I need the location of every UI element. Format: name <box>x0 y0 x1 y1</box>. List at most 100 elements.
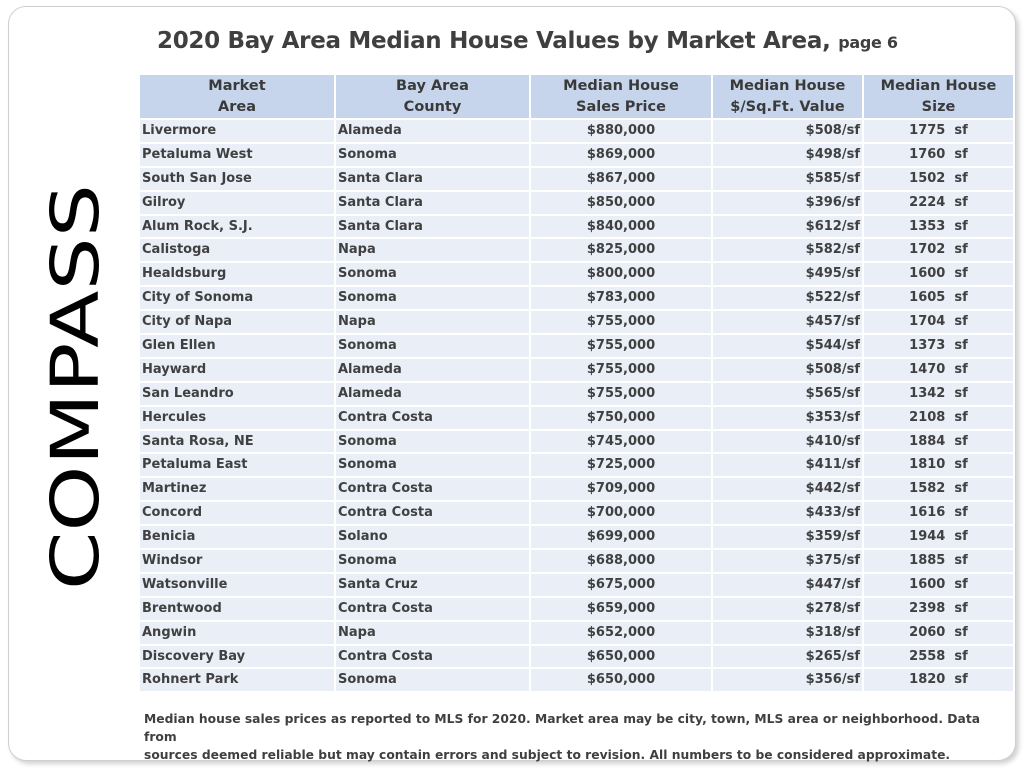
county-cell: Contra Costa <box>335 501 531 527</box>
table-row: Alum Rock, S.J. Santa Clara $840,000 $612/s… <box>140 214 1013 240</box>
price-per-sqft-cell: $353/sf <box>712 405 864 431</box>
market-area-cell: Angwin <box>140 620 336 646</box>
county-cell: Contra Costa <box>335 644 531 670</box>
county-cell: Alameda <box>335 119 531 144</box>
price-per-sqft-cell: $442/sf <box>712 477 864 503</box>
market-area-cell: Alum Rock, S.J. <box>140 214 336 240</box>
county-cell: Solano <box>335 525 531 551</box>
market-area-cell: Gilroy <box>140 190 336 216</box>
table-row: Glen Ellen Sonoma $755,000 $544/sf 1373 sf <box>140 334 1013 359</box>
sales-price-cell: $659,000 <box>530 596 713 622</box>
price-per-sqft-cell: $457/sf <box>712 310 864 336</box>
county-cell: Napa <box>335 238 531 264</box>
county-cell: Alameda <box>335 357 531 383</box>
house-size-cell: 1582 sf <box>863 477 1013 503</box>
table-row: San Leandro Alameda $755,000 $565/sf 1342 sf <box>140 381 1013 407</box>
market-area-cell: Rohnert Park <box>140 668 336 694</box>
market-area-cell: Benicia <box>140 525 336 551</box>
house-size-cell: 1885 sf <box>863 549 1013 574</box>
sales-price-cell: $840,000 <box>530 214 713 240</box>
market-area-cell: City of Napa <box>140 310 336 336</box>
county-cell: Contra Costa <box>335 405 531 431</box>
page-title: 2020 Bay Area Median House Values by Mar… <box>157 28 957 54</box>
sales-price-cell: $755,000 <box>530 334 713 359</box>
house-size-cell: 1470 sf <box>863 357 1013 383</box>
market-area-cell: Petaluma West <box>140 142 336 168</box>
house-size-cell: 2224 sf <box>863 190 1013 216</box>
market-area-cell: South San Jose <box>140 166 336 192</box>
county-cell: Napa <box>335 310 531 336</box>
price-per-sqft-cell: $318/sf <box>712 620 864 646</box>
house-size-cell: 2108 sf <box>863 405 1013 431</box>
market-area-cell: Livermore <box>140 119 336 144</box>
market-area-cell: Hayward <box>140 357 336 383</box>
table-row: Calistoga Napa $825,000 $582/sf 1702 sf <box>140 238 1013 264</box>
house-size-cell: 1605 sf <box>863 286 1013 312</box>
market-area-cell: Petaluma East <box>140 453 336 479</box>
header-price-per-sqft: Median House $/Sq.Ft. Value <box>712 75 864 120</box>
price-per-sqft-cell: $356/sf <box>712 668 864 694</box>
house-size-cell: 1600 sf <box>863 262 1013 288</box>
price-per-sqft-cell: $508/sf <box>712 357 864 383</box>
table-body: Livermore Alameda $880,000 $508/sf 1775 sf Pe… <box>140 119 1013 694</box>
header-house-size: Median House Size <box>863 75 1013 120</box>
sales-price-cell: $755,000 <box>530 357 713 383</box>
county-cell: Sonoma <box>335 334 531 359</box>
footnote-line-2: sources deemed reliable but may contain … <box>144 748 951 762</box>
market-area-cell: Hercules <box>140 405 336 431</box>
county-cell: Sonoma <box>335 668 531 694</box>
price-per-sqft-cell: $375/sf <box>712 549 864 574</box>
table-row: Watsonville Santa Cruz $675,000 $447/sf 1600… <box>140 572 1013 598</box>
header-sales-price: Median House Sales Price <box>530 75 713 120</box>
market-area-cell: Santa Rosa, NE <box>140 429 336 455</box>
price-per-sqft-cell: $359/sf <box>712 525 864 551</box>
county-cell: Contra Costa <box>335 477 531 503</box>
house-size-cell: 2060 sf <box>863 620 1013 646</box>
county-cell: Sonoma <box>335 286 531 312</box>
table-row: Benicia Solano $699,000 $359/sf 1944 sf <box>140 525 1013 551</box>
county-cell: Alameda <box>335 381 531 407</box>
market-area-cell: Brentwood <box>140 596 336 622</box>
sales-price-cell: $725,000 <box>530 453 713 479</box>
table-row: Petaluma West Sonoma $869,000 $498/sf 1760 s… <box>140 142 1013 168</box>
county-cell: Sonoma <box>335 262 531 288</box>
table-row: Hercules Contra Costa $750,000 $353/sf 2108 … <box>140 405 1013 431</box>
compass-logo: COMPASS <box>44 182 108 590</box>
sales-price-cell: $869,000 <box>530 142 713 168</box>
price-per-sqft-cell: $498/sf <box>712 142 864 168</box>
market-area-cell: Windsor <box>140 549 336 574</box>
header-market-area: Market Area <box>140 75 336 120</box>
market-area-cell: Healdsburg <box>140 262 336 288</box>
sales-price-cell: $750,000 <box>530 405 713 431</box>
house-size-cell: 1820 sf <box>863 668 1013 694</box>
county-cell: Santa Clara <box>335 190 531 216</box>
sales-price-cell: $700,000 <box>530 501 713 527</box>
market-area-cell: Glen Ellen <box>140 334 336 359</box>
sales-price-cell: $699,000 <box>530 525 713 551</box>
county-cell: Sonoma <box>335 549 531 574</box>
sales-price-cell: $755,000 <box>530 310 713 336</box>
footnote-line-1: Median house sales prices as reported to… <box>144 712 980 744</box>
house-size-cell: 1775 sf <box>863 119 1013 144</box>
price-per-sqft-cell: $433/sf <box>712 501 864 527</box>
sales-price-cell: $745,000 <box>530 429 713 455</box>
table-row: Martinez Contra Costa $709,000 $442/sf 1582 … <box>140 477 1013 503</box>
county-cell: Santa Clara <box>335 166 531 192</box>
sales-price-cell: $800,000 <box>530 262 713 288</box>
price-per-sqft-cell: $495/sf <box>712 262 864 288</box>
table-row: Angwin Napa $652,000 $318/sf 2060 sf <box>140 620 1013 646</box>
title-main: 2020 Bay Area Median House Values by Mar… <box>157 28 831 54</box>
table-row: Santa Rosa, NE Sonoma $745,000 $410/sf 1884 … <box>140 429 1013 455</box>
table-row: Gilroy Santa Clara $850,000 $396/sf 2224 sf <box>140 190 1013 216</box>
price-per-sqft-cell: $447/sf <box>712 572 864 598</box>
table-row: Healdsburg Sonoma $800,000 $495/sf 1600 sf <box>140 262 1013 288</box>
house-size-cell: 2558 sf <box>863 644 1013 670</box>
house-size-cell: 1810 sf <box>863 453 1013 479</box>
price-per-sqft-cell: $411/sf <box>712 453 864 479</box>
price-per-sqft-cell: $544/sf <box>712 334 864 359</box>
sales-price-cell: $880,000 <box>530 119 713 144</box>
house-size-cell: 1600 sf <box>863 572 1013 598</box>
table-row: Concord Contra Costa $700,000 $433/sf 1616 s… <box>140 501 1013 527</box>
sales-price-cell: $675,000 <box>530 572 713 598</box>
compass-logo-text: COMPASS <box>44 184 108 590</box>
